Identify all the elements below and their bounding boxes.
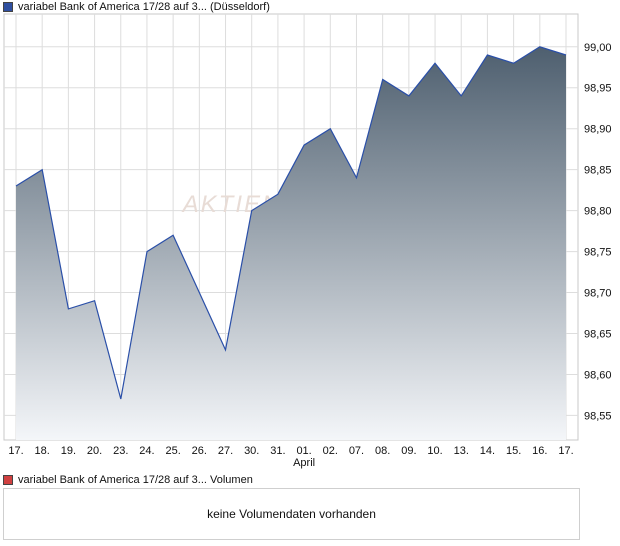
volume-legend: variabel Bank of America 17/28 auf 3... … — [3, 473, 253, 487]
y-tick-label: 98,80 — [584, 206, 612, 218]
x-tick-label: 19. — [61, 445, 76, 457]
data-point — [41, 168, 44, 171]
data-point — [276, 193, 279, 196]
y-tick-label: 98,90 — [584, 124, 612, 136]
x-tick-label: 31. — [270, 445, 285, 457]
y-tick-label: 98,60 — [584, 369, 612, 381]
data-point — [67, 307, 70, 310]
x-tick-label: 13. — [454, 445, 469, 457]
data-point — [486, 53, 489, 56]
data-point — [407, 94, 410, 97]
x-tick-label: 23. — [113, 445, 128, 457]
volume-empty-message: keine Volumendaten vorhanden — [207, 507, 376, 521]
x-tick-label: 09. — [401, 445, 416, 457]
x-tick-label: 07. — [349, 445, 364, 457]
y-tick-label: 98,55 — [584, 410, 612, 422]
price-legend-swatch — [3, 2, 13, 12]
data-point — [434, 62, 437, 65]
price-legend: variabel Bank of America 17/28 auf 3... … — [3, 0, 270, 14]
data-point — [329, 127, 332, 130]
x-tick-label: 10. — [427, 445, 442, 457]
data-point — [119, 398, 122, 401]
data-point — [538, 45, 541, 48]
data-point — [198, 291, 201, 294]
data-point — [93, 299, 96, 302]
x-tick-label: 02. — [323, 445, 338, 457]
x-tick-label: 16. — [532, 445, 547, 457]
y-tick-label: 99,00 — [584, 42, 612, 54]
data-point — [355, 176, 358, 179]
y-tick-label: 98,75 — [584, 247, 612, 259]
x-tick-label: 20. — [87, 445, 102, 457]
x-tick-label: 17. — [558, 445, 573, 457]
x-axis-labels: 17. 18. 19. 20. 23. 24. 25. 26. 27. 30. 31. 01. 02. 0… — [8, 445, 573, 469]
data-point — [460, 94, 463, 97]
x-tick-label: 25. — [165, 445, 180, 457]
data-point — [224, 348, 227, 351]
data-point — [15, 185, 18, 188]
x-tick-label: 08. — [375, 445, 390, 457]
price-legend-label: variabel Bank of America 17/28 auf 3... … — [18, 1, 270, 13]
volume-legend-swatch — [3, 475, 13, 485]
price-line — [15, 46, 567, 400]
x-tick-label: 14. — [480, 445, 495, 457]
data-point — [250, 209, 253, 212]
x-tick-label: 01. — [296, 445, 311, 457]
data-point — [565, 53, 568, 56]
x-tick-label: 24. — [139, 445, 154, 457]
x-tick-label: 18. — [35, 445, 50, 457]
x-tick-label: 17. — [8, 445, 23, 457]
x-tick-label: 15. — [506, 445, 521, 457]
price-area — [16, 46, 566, 441]
y-tick-label: 98,65 — [584, 329, 612, 341]
data-point — [303, 144, 306, 147]
x-tick-label: 27. — [218, 445, 233, 457]
volume-panel: keine Volumendaten vorhanden — [3, 488, 580, 540]
x-month-label: April — [293, 457, 315, 469]
y-tick-label: 98,70 — [584, 288, 612, 300]
data-point — [172, 234, 175, 237]
data-point — [381, 78, 384, 81]
y-axis-labels: 99,00 98,95 98,90 98,85 98,80 98,75 98,70 98,65… — [584, 42, 612, 423]
y-tick-label: 98,85 — [584, 165, 612, 177]
y-tick-label: 98,95 — [584, 83, 612, 95]
x-tick-label: 26. — [192, 445, 207, 457]
x-tick-label: 30. — [244, 445, 259, 457]
price-chart: AKTIEN 99,0098,9598,9098,8598,8098,7598,… — [3, 13, 612, 469]
volume-legend-label: variabel Bank of America 17/28 auf 3... … — [18, 474, 253, 486]
data-point — [145, 250, 148, 253]
data-point — [512, 62, 515, 65]
